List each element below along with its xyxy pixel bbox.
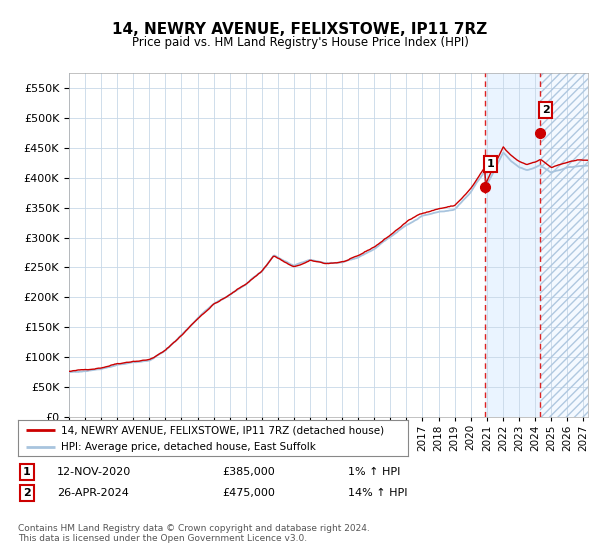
Text: 26-APR-2024: 26-APR-2024 (57, 488, 129, 498)
Text: 1% ↑ HPI: 1% ↑ HPI (348, 467, 400, 477)
Text: 2: 2 (542, 105, 550, 115)
Text: HPI: Average price, detached house, East Suffolk: HPI: Average price, detached house, East… (61, 442, 316, 451)
Text: 2: 2 (23, 488, 31, 498)
Bar (540, 73, 588, 417)
Text: 14, NEWRY AVENUE, FELIXSTOWE, IP11 7RZ (detached house): 14, NEWRY AVENUE, FELIXSTOWE, IP11 7RZ (… (61, 425, 384, 435)
Bar (540, 73, 588, 417)
Text: Contains HM Land Registry data © Crown copyright and database right 2024.
This d: Contains HM Land Registry data © Crown c… (18, 524, 370, 543)
Text: 1: 1 (487, 159, 494, 169)
Text: £385,000: £385,000 (222, 467, 275, 477)
Text: 14% ↑ HPI: 14% ↑ HPI (348, 488, 407, 498)
Bar (485, 73, 540, 417)
Text: £475,000: £475,000 (222, 488, 275, 498)
Text: 12-NOV-2020: 12-NOV-2020 (57, 467, 131, 477)
Text: 14, NEWRY AVENUE, FELIXSTOWE, IP11 7RZ: 14, NEWRY AVENUE, FELIXSTOWE, IP11 7RZ (112, 22, 488, 38)
Text: 1: 1 (23, 467, 31, 477)
Text: Price paid vs. HM Land Registry's House Price Index (HPI): Price paid vs. HM Land Registry's House … (131, 36, 469, 49)
